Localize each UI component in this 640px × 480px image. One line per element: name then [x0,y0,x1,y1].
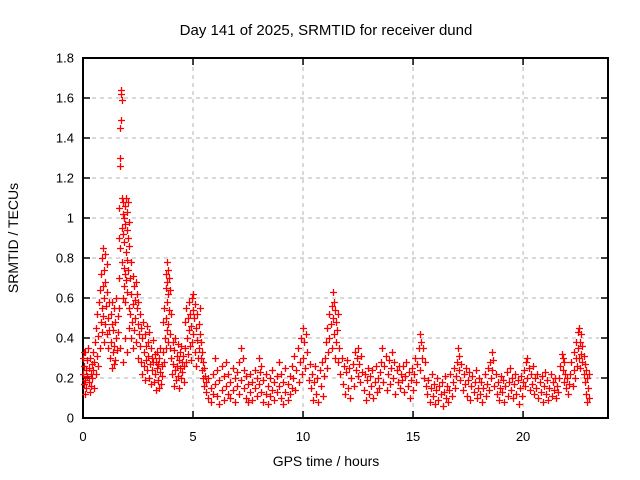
y-tick-label: 1.6 [56,91,74,106]
x-tick-label: 10 [296,429,310,444]
plot-border [82,57,609,419]
scatter-points [80,87,593,410]
y-tick-label: 1.4 [56,131,74,146]
x-tick-label: 20 [516,429,530,444]
grid-lines [84,59,599,409]
y-tick-label: 0.6 [56,291,74,306]
x-tick-label: 0 [79,429,86,444]
x-tick-label: 5 [189,429,196,444]
y-tick-label: 0.2 [56,371,74,386]
x-tick-label: 15 [406,429,420,444]
y-tick-label: 1.8 [56,51,74,66]
chart-title: Day 141 of 2025, SRMTID for receiver dun… [179,22,473,39]
y-tick-label: 0.4 [56,331,74,346]
x-axis-label: GPS time / hours [272,453,380,469]
y-tick-label: 0 [67,411,74,426]
y-tick-label: 0.8 [56,251,74,266]
y-tick-label: 1 [67,211,74,226]
y-tick-label: 1.2 [56,171,74,186]
